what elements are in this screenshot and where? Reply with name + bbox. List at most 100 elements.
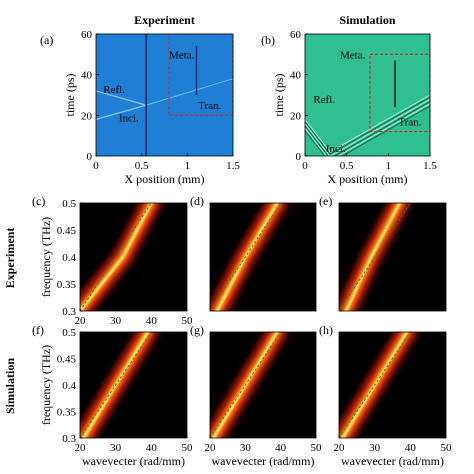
annotation-label: Inci. — [326, 143, 346, 155]
panel-label-h: (h) — [319, 323, 333, 337]
dashed-fit-line — [339, 203, 411, 311]
x-tick-label: 1 — [386, 160, 392, 172]
x-tick-label: 30 — [240, 442, 252, 454]
plot-frame-g — [209, 331, 317, 439]
y-tick-label: 0.35 — [57, 279, 77, 291]
reflected-fringe — [329, 96, 430, 155]
dashed-region-box-b — [369, 53, 431, 133]
annotation-label: Inci. — [119, 112, 139, 124]
dispersion-band-g — [210, 332, 288, 438]
dashed-fit-line — [210, 332, 282, 438]
reflected-fringe — [333, 101, 430, 156]
dispersion-band-c — [80, 203, 162, 311]
x-tick-label: 30 — [110, 442, 122, 454]
incident-fringe — [305, 121, 331, 155]
x-axis-label: wavevecter (rad/mm) — [341, 454, 444, 468]
annotation-label: Refl. — [313, 94, 335, 106]
incident-fringe — [305, 119, 331, 153]
x-tick-label: 20 — [75, 442, 87, 454]
panel-label-c: (c) — [32, 194, 45, 208]
panel-label-e: (e) — [319, 194, 332, 208]
x-tick-label: 50 — [182, 315, 194, 327]
x-tick-label: 0.5 — [135, 160, 149, 172]
x-tick-label: 0 — [93, 160, 99, 172]
x-tick-label: 1 — [185, 160, 191, 172]
y-tick-label: 20 — [81, 110, 93, 122]
x-tick-label: 0.5 — [340, 160, 354, 172]
transmitted-pulse-a — [146, 78, 233, 106]
incident-pulse-a — [96, 104, 147, 121]
dashed-fit-line — [210, 203, 282, 311]
y-tick-label: 0.4 — [62, 380, 76, 392]
x-axis-label: X position (mm) — [328, 172, 408, 186]
x-tick-label: 50 — [182, 442, 194, 454]
dashed-fit-line — [339, 332, 411, 438]
annotation-label: Refl. — [103, 84, 125, 96]
x-axis-label: wavevecter (rad/mm) — [82, 454, 185, 468]
field-lines-b — [305, 60, 430, 156]
x-tick-label: 50 — [441, 442, 453, 454]
dispersion-band-f — [80, 332, 158, 438]
y-tick-label: 0.5 — [62, 327, 76, 339]
y-tick-label: 0 — [87, 151, 93, 163]
annotation-label: Tran. — [398, 117, 421, 129]
x-tick-label: 1.5 — [423, 160, 437, 172]
row-label-experiment: Experiment — [3, 228, 17, 289]
y-tick-label: 40 — [81, 70, 93, 82]
x-tick-label: 20 — [334, 442, 346, 454]
panel-label-d: (d) — [190, 194, 204, 208]
x-tick-label: 40 — [146, 442, 158, 454]
y-tick-label: 0.45 — [57, 225, 77, 237]
y-tick-label: 0.5 — [62, 198, 76, 210]
row-label-simulation: Simulation — [3, 358, 17, 414]
reflected-fringe — [337, 103, 430, 156]
incident-fringe — [305, 130, 326, 156]
y-tick-label: 0.3 — [62, 433, 76, 445]
y-tick-label: 40 — [290, 70, 302, 82]
y-tick-label: 60 — [81, 29, 93, 41]
y-axis-label: time (ps) — [63, 74, 77, 117]
band-core — [80, 203, 153, 311]
y-axis-label: frequency (THz) — [39, 345, 53, 425]
dispersion-band-e — [339, 203, 411, 311]
annotation-label: Tran. — [198, 100, 221, 112]
dashed-fit-line — [80, 203, 152, 311]
y-tick-label: 0.3 — [62, 306, 76, 318]
x-tick-label: 40 — [275, 442, 287, 454]
incident-fringe — [305, 123, 331, 156]
y-axis-label: time (ps) — [272, 74, 286, 117]
y-tick-label: 0.4 — [62, 252, 76, 264]
plot-frame-a — [95, 33, 234, 157]
x-tick-label: 50 — [311, 442, 323, 454]
annotation-label: Meta. — [169, 49, 195, 61]
x-tick-label: 40 — [146, 315, 158, 327]
y-tick-label: 60 — [290, 29, 302, 41]
y-axis-label: frequency (THz) — [39, 217, 53, 297]
reflected-fringe — [329, 94, 430, 153]
panel-label-b: (b) — [261, 33, 275, 47]
dashed-fit-line — [80, 332, 152, 438]
x-tick-label: 0 — [302, 160, 308, 172]
x-axis-label: X position (mm) — [125, 172, 205, 186]
annotation-label: Meta. — [340, 49, 366, 61]
y-tick-label: 0.35 — [57, 407, 77, 419]
x-tick-label: 30 — [110, 315, 122, 327]
dispersion-band-d — [210, 203, 288, 311]
y-tick-label: 0 — [296, 151, 302, 163]
x-tick-label: 20 — [75, 315, 87, 327]
reflected-fringe — [329, 99, 430, 156]
x-tick-label: 40 — [405, 442, 417, 454]
y-tick-label: 0.45 — [57, 354, 77, 366]
incident-fringe — [305, 127, 327, 156]
plot-frame-d — [209, 202, 317, 312]
heatmap-background-b — [305, 34, 430, 156]
band-core — [344, 203, 402, 311]
plot-frame-b — [304, 33, 431, 157]
x-tick-label: 30 — [369, 442, 381, 454]
x-tick-label: 1.5 — [226, 160, 240, 172]
reflected-pulse-a — [96, 90, 147, 106]
incident-fringe — [305, 125, 329, 156]
panel-label-g: (g) — [190, 323, 204, 337]
field-lines-a — [96, 34, 233, 156]
